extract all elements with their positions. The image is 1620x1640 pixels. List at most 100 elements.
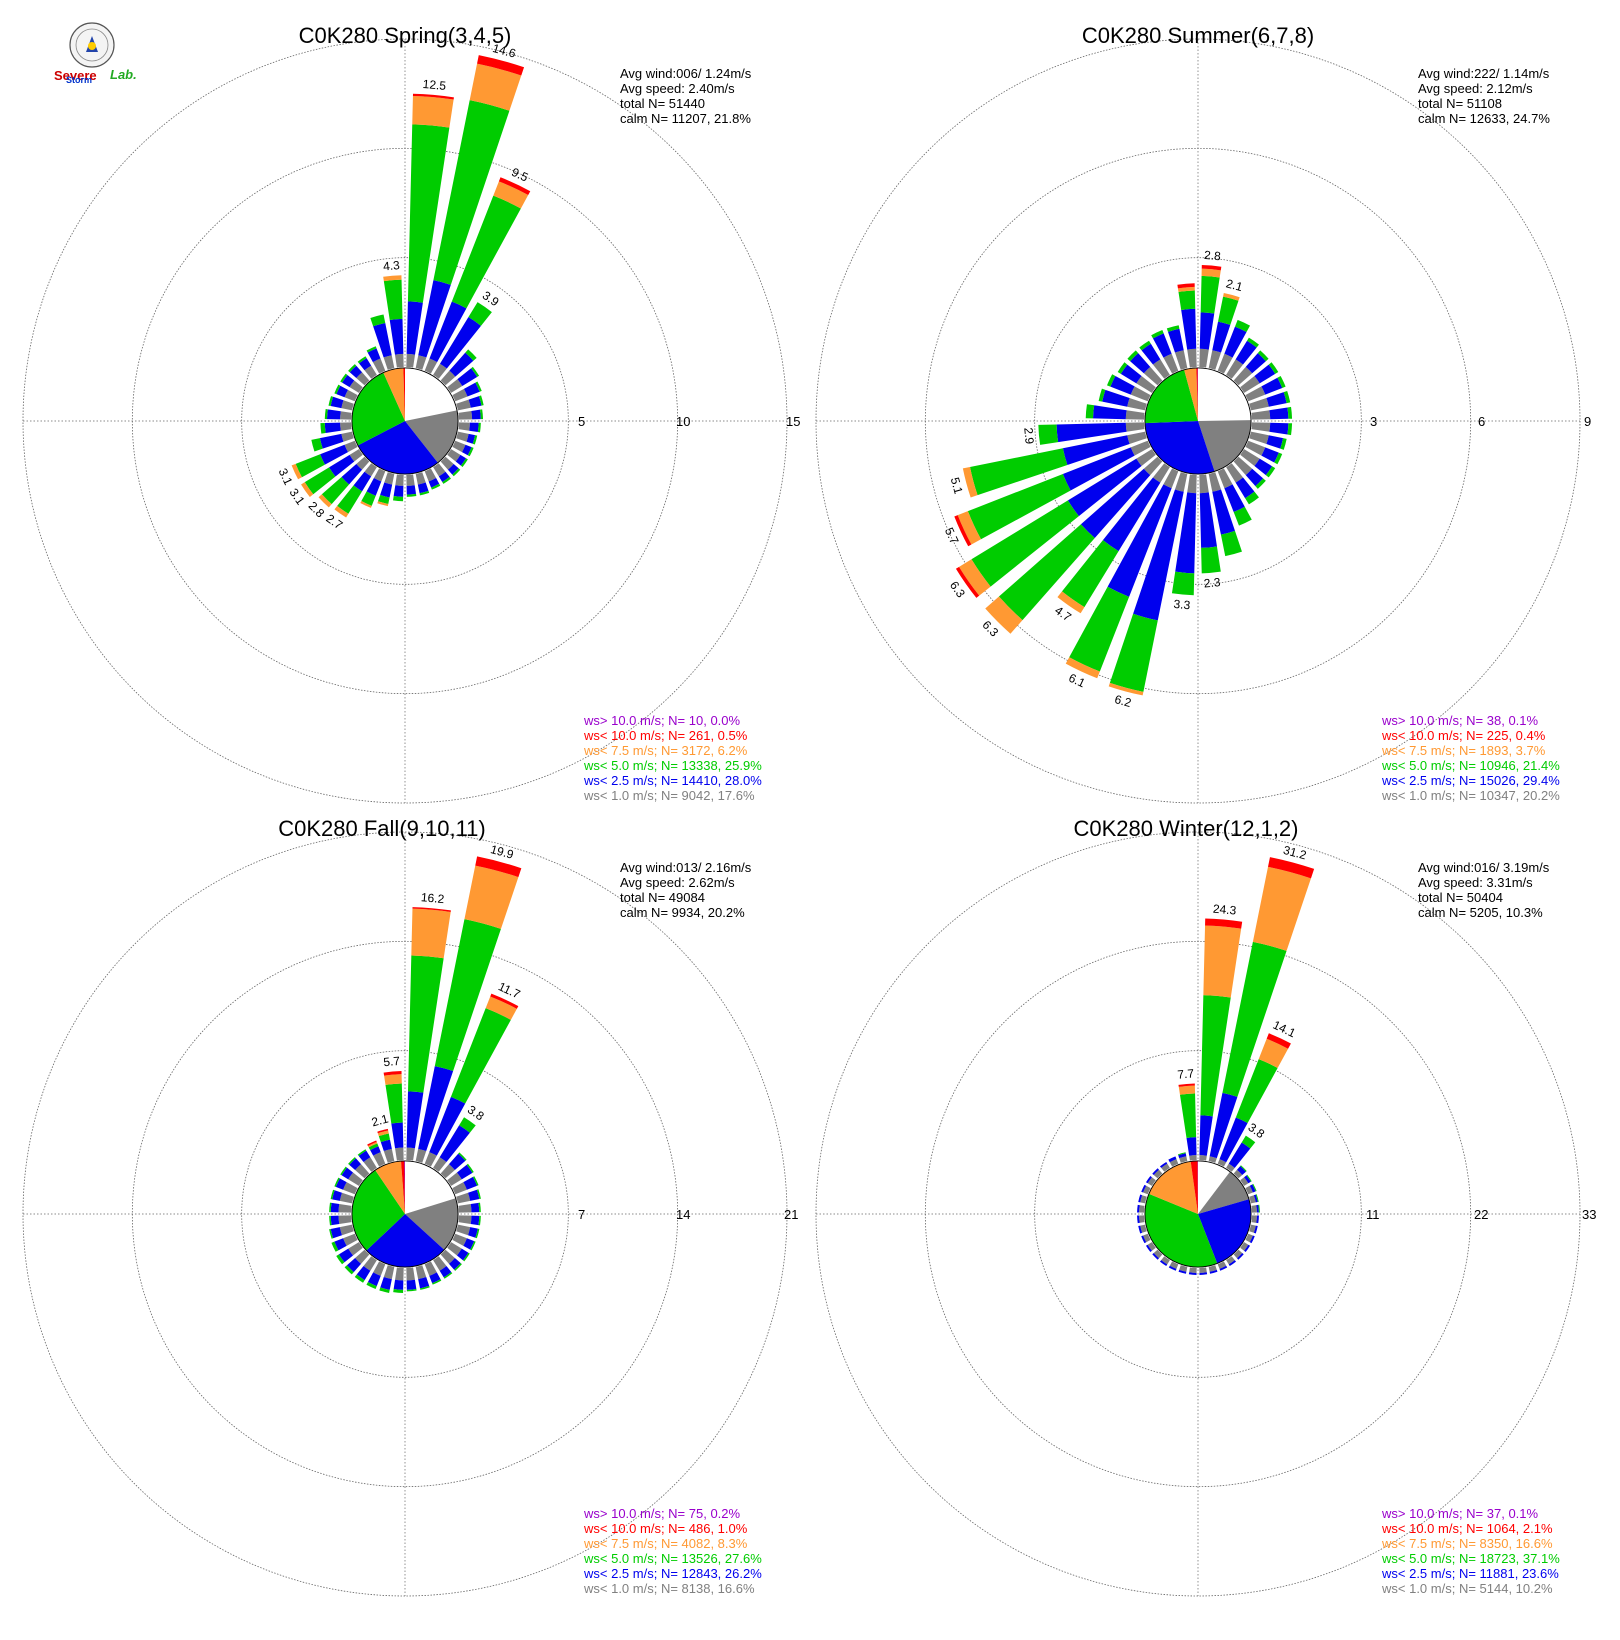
legend-entry-lt7-5: ws< 7.5 m/s; N= 1893, 3.7% (1381, 743, 1546, 758)
bar-segment (1268, 362, 1279, 374)
bar-segment (1244, 1244, 1251, 1253)
bar-total-label: 31.2 (1282, 843, 1308, 863)
legend-entry-lt10: ws< 10.0 m/s; N= 225, 0.4% (1381, 728, 1546, 743)
bar-segment (1245, 468, 1264, 487)
bar-segment (358, 1150, 371, 1163)
bar-segment (447, 379, 463, 393)
bar-segment (1217, 353, 1233, 374)
bar-segment (349, 365, 363, 379)
legend-entry-lt10: ws< 10.0 m/s; N= 261, 0.5% (583, 728, 748, 743)
bar-segment (1138, 1194, 1143, 1203)
bar-segment (443, 1272, 453, 1279)
bar-segment (415, 472, 426, 485)
bar-segment (324, 409, 328, 420)
bar-segment (1208, 1156, 1217, 1163)
direction-bars: 7.724.331.214.13.8 (1137, 843, 1315, 1275)
bar-segment (452, 1182, 467, 1195)
bar-segment (454, 1263, 462, 1271)
bar-segment (1240, 1165, 1247, 1172)
calm-pie (351, 1160, 459, 1268)
bar-segment (424, 1152, 437, 1167)
stat-total-n: total N= 51108 (1418, 96, 1502, 111)
bar-segment (478, 1202, 481, 1213)
bar-segment (1249, 1235, 1255, 1244)
bar-segment (415, 1148, 427, 1163)
bar-segment (379, 1287, 390, 1293)
legend-entry-lt1: ws< 1.0 m/s; N= 9042, 17.6% (583, 788, 755, 803)
bar-segment (447, 1172, 462, 1186)
bar-segment (440, 370, 456, 386)
calm-pie-slice (1196, 368, 1198, 421)
bar-segment (1226, 463, 1244, 483)
bar-segment (1253, 1194, 1258, 1203)
bar-segment (332, 1190, 342, 1201)
bar-segment (465, 349, 477, 361)
bar-segment (394, 353, 404, 368)
bar-segment (348, 1172, 363, 1186)
severe-storm-lab-logo: Severe Storm Lab. (54, 22, 137, 85)
bar-segment (406, 301, 423, 355)
bar-segment (370, 1146, 381, 1156)
bar-segment (472, 1176, 479, 1186)
bar-segment (1056, 422, 1127, 443)
bar-segment (335, 1178, 347, 1190)
legend-entry-lt2-5: ws< 2.5 m/s; N= 15026, 29.4% (1381, 773, 1560, 788)
bar-segment (1143, 1185, 1151, 1195)
bar-segment (1130, 353, 1151, 374)
bar-segment (459, 1117, 476, 1133)
bar-segment (319, 433, 344, 449)
bar-segment (1167, 328, 1184, 353)
bar-segment (440, 1164, 455, 1179)
bar-segment (377, 1128, 389, 1134)
bar-segment (1218, 296, 1239, 325)
bar-segment (1258, 1038, 1289, 1068)
bar-segment (361, 491, 376, 506)
bar-segment (295, 454, 325, 478)
bar-total-label: 6.2 (1113, 692, 1133, 710)
bar-segment (458, 410, 473, 420)
logo-text-1: Severe (54, 68, 97, 83)
bar-segment (1246, 1174, 1252, 1182)
bar-segment (462, 444, 472, 456)
bar-segment (363, 1157, 377, 1172)
bar-segment (1151, 330, 1164, 339)
bar-segment (419, 1285, 430, 1290)
bar-segment (1253, 1225, 1258, 1234)
bar-segment (330, 1202, 340, 1213)
bar-segment (418, 1066, 454, 1151)
bar-segment (368, 1143, 379, 1151)
bar-segment (433, 363, 447, 379)
bar-segment (475, 1228, 480, 1239)
bar-segment (356, 1265, 371, 1281)
calm-pie-slice (383, 368, 405, 421)
bar-segment (1093, 405, 1127, 420)
bar-segment (393, 1279, 404, 1290)
bar-segment (468, 1189, 480, 1201)
bar-segment (357, 356, 367, 364)
bar-segment (320, 444, 348, 465)
calm-pie-slice (1145, 421, 1215, 475)
bar-segment (344, 1265, 354, 1275)
bar-segment (1199, 474, 1209, 494)
bar-segment (1107, 374, 1116, 387)
legend-entry-lt2-5: ws< 2.5 m/s; N= 11881, 23.6% (1381, 1566, 1559, 1581)
bar-segment (356, 456, 370, 470)
bar-segment (1069, 586, 1130, 672)
bar-segment (1057, 591, 1085, 614)
bar-segment (470, 1215, 480, 1226)
calm-pie-slice (1198, 1161, 1230, 1214)
stat-calm-n: calm N= 9934, 20.2% (620, 905, 745, 920)
bar-segment (1251, 1205, 1257, 1213)
r-tick-3: 15 (786, 414, 800, 429)
bar-segment (1217, 468, 1233, 489)
bar-segment (349, 380, 363, 393)
bar-segment (1179, 1265, 1188, 1272)
bar-segment (367, 1140, 377, 1147)
bar-segment (341, 431, 354, 442)
calm-pie-slice (352, 1170, 405, 1251)
calm-pie-slice (405, 368, 457, 421)
bar-segment (428, 478, 440, 488)
bar-segment (393, 496, 404, 502)
bar-segment (330, 1189, 335, 1200)
calm-pie-slice (403, 368, 405, 421)
